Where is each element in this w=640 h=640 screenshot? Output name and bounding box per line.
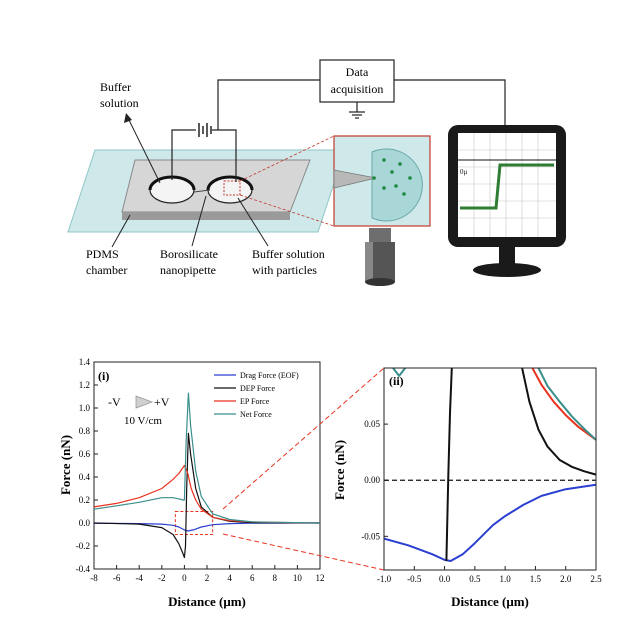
x-tick-label: -2 — [158, 573, 166, 583]
right-reservoir — [206, 175, 254, 204]
x-tick-label: -6 — [113, 573, 121, 583]
y-tick-label: -0.05 — [361, 531, 380, 541]
daq-wire-left — [217, 79, 320, 130]
series-line-2 — [521, 367, 597, 476]
x-tick-label: -4 — [135, 573, 143, 583]
y-tick-label: 0.05 — [364, 419, 380, 429]
label-pdms-1: PDMS — [86, 247, 119, 261]
chart-i-panel-label: (i) — [98, 369, 109, 383]
data-acquisition-box — [319, 59, 395, 103]
x-tick-label: 0.5 — [469, 574, 481, 584]
chart-i-frame — [93, 361, 321, 570]
particles — [372, 158, 412, 196]
y-tick-label: 0.6 — [79, 449, 91, 459]
x-tick-label: 12 — [316, 573, 325, 583]
electrode-wire-left — [171, 129, 196, 180]
pdms-side — [122, 212, 290, 220]
nanopipette-channel — [193, 189, 211, 193]
series-line-1 — [445, 367, 453, 562]
series-line-0 — [93, 522, 321, 532]
objective-lens-icon — [365, 228, 395, 286]
zoom-box-small — [223, 180, 241, 196]
ground-icon — [349, 102, 365, 119]
x-tick-label: -8 — [90, 573, 98, 583]
label-buffer-solution-2: solution — [100, 96, 139, 110]
zoom-line-top — [239, 135, 335, 182]
arrow-buffer-particles — [237, 197, 269, 247]
data-acquisition-label-line1: Data — [346, 65, 369, 79]
legend-ep: EP Force — [240, 397, 270, 406]
legend-net: Net Force — [240, 410, 272, 419]
annotation-minus-v: -V — [108, 395, 121, 409]
y-tick-label: 0.8 — [79, 426, 91, 436]
label-nanopipette-2: nanopipette — [160, 263, 216, 277]
series-line-4 — [392, 367, 406, 377]
chart-ii-frame — [383, 367, 597, 571]
data-acquisition-label-line2: acquisition — [331, 82, 384, 96]
series-line-3 — [93, 392, 321, 524]
chart-ii: -1.0 -0.5 0.0 0.5 1.0 1.5 2.0 2.5-0.050.000.05 … — [332, 367, 602, 609]
x-tick-label: 0.0 — [439, 574, 451, 584]
x-tick-label: 2.5 — [590, 574, 602, 584]
y-tick-label: 1.0 — [79, 403, 91, 413]
nanopipette-tip — [333, 169, 377, 189]
label-pdms-2: chamber — [86, 263, 127, 277]
legend-drag: Drag Force (EOF) — [240, 371, 299, 380]
daq-wire-right — [394, 79, 506, 128]
electrode-wire-right — [212, 129, 237, 182]
y-tick-label: 1.2 — [79, 380, 90, 390]
label-nanopipette-1: Borosilicate — [160, 247, 218, 261]
chart-i-xlabel: Distance (μm) — [168, 594, 246, 609]
chart-i: -8 -6 -4 -2 0 2 4 6 8 10 12 -0.4 -0.2 0.0 0.2 0.4 0.6 0.8… — [58, 357, 325, 609]
x-tick-label: -1.0 — [377, 574, 392, 584]
label-buffer-particles-2: with particles — [252, 263, 317, 277]
legend-dep: DEP Force — [240, 384, 275, 393]
battery-icon — [198, 123, 212, 137]
left-reservoir — [148, 175, 196, 204]
y-tick-label: 0.00 — [364, 475, 380, 485]
y-tick-label: 1.4 — [79, 357, 91, 367]
arrow-pdms — [111, 214, 131, 248]
label-buffer-particles-1: Buffer solution — [252, 247, 325, 261]
arrow-nanopipette — [191, 195, 207, 247]
chart-i-ylabel: Force (nN) — [58, 435, 73, 495]
x-tick-label: 0 — [182, 573, 187, 583]
series-line-0 — [383, 483, 597, 562]
y-tick-label: 0.2 — [79, 495, 90, 505]
x-tick-label: 2 — [205, 573, 210, 583]
chart-ii-frame-outline — [383, 367, 597, 571]
y-tick-label: 0.0 — [79, 518, 91, 528]
annotation-field: 10 V/cm — [124, 415, 162, 427]
chart-ii-ylabel: Force (nN) — [332, 440, 347, 500]
y-tick-label: -0.2 — [76, 541, 90, 551]
schematic: Data acquisition — [67, 59, 566, 286]
monitor-icon: 0μ — [448, 125, 566, 277]
y-tick-label: -0.4 — [76, 564, 91, 574]
label-buffer-solution-1: Buffer — [100, 80, 131, 94]
x-tick-label: 1.0 — [500, 574, 512, 584]
x-tick-label: 6 — [250, 573, 255, 583]
series-line-5 — [537, 367, 597, 441]
zoom-connector-bottom — [222, 533, 385, 571]
arrow-buffer-solution — [127, 117, 161, 184]
x-tick-label: 2.0 — [560, 574, 572, 584]
chart-ii-panel-label: (ii) — [389, 374, 404, 388]
x-tick-label: -0.5 — [407, 574, 422, 584]
zoom-connector-top — [222, 367, 385, 510]
chart-ii-xlabel: Distance (μm) — [451, 594, 529, 609]
x-tick-label: 8 — [273, 573, 278, 583]
x-tick-label: 10 — [293, 573, 303, 583]
monitor-baseline-label: 0μ — [460, 168, 468, 176]
chart-i-legend: Drag Force (EOF) DEP Force EP Force Net … — [214, 371, 299, 419]
field-direction-icon — [135, 395, 154, 409]
x-tick-label: 1.5 — [530, 574, 542, 584]
series-line-3 — [531, 367, 597, 441]
x-tick-label: 4 — [227, 573, 232, 583]
y-tick-label: 0.4 — [79, 472, 91, 482]
annotation-plus-v: +V — [154, 395, 170, 409]
arrowhead-buffer-solution — [124, 113, 132, 123]
zoom-line-bottom — [239, 194, 335, 227]
